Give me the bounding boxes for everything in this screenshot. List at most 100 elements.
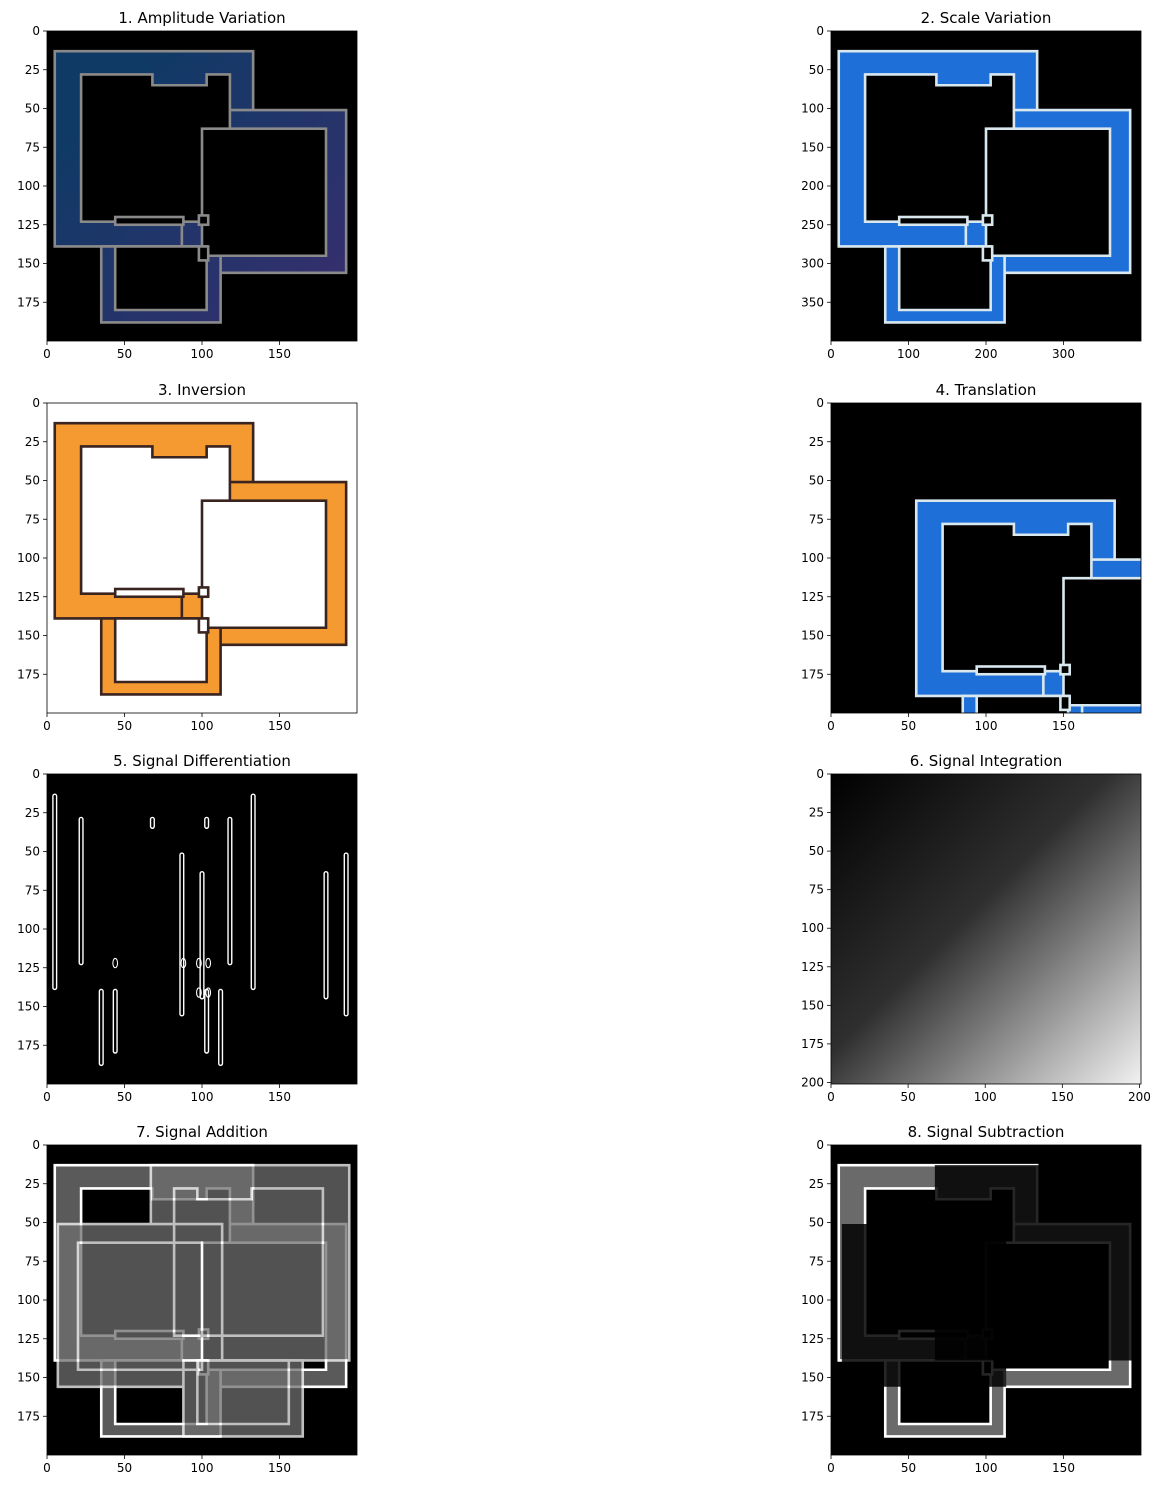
x-tick-label: 200 <box>975 347 998 361</box>
y-tick-label: 125 <box>17 218 40 232</box>
y-tick-label: 0 <box>32 24 40 38</box>
y-tick-label: 175 <box>801 1037 824 1051</box>
axes-3: 0 50 100 150 0 25 50 75 100 125 150 175 3. Inversion <box>17 381 358 733</box>
image-panel-4 <box>831 403 1141 713</box>
y-tick-label: 50 <box>809 844 824 858</box>
y-tick-label: 25 <box>25 435 40 449</box>
y-tick-label: 300 <box>801 257 824 271</box>
y-tick-label: 50 <box>25 102 40 116</box>
y-tick-label: 25 <box>809 435 824 449</box>
edge-dot <box>196 987 202 998</box>
edge-line <box>78 816 84 966</box>
y-tick-label: 50 <box>809 474 824 488</box>
x-tick-label: 200 <box>1128 1090 1151 1104</box>
y-tick-label: 25 <box>25 63 40 77</box>
edge-line <box>149 816 155 829</box>
room-innerC <box>975 694 1070 713</box>
y-tick-label: 150 <box>17 257 40 271</box>
y-tick-label: 100 <box>801 102 824 116</box>
y-tick-label: 175 <box>17 667 40 681</box>
image-panel-7 <box>47 1145 357 1455</box>
edge-dot <box>205 957 212 969</box>
x-tick-label: 50 <box>901 719 916 733</box>
y-tick-label: 75 <box>25 1254 40 1268</box>
y-tick-label: 175 <box>801 667 824 681</box>
x-tick-label: 150 <box>1052 1461 1075 1475</box>
y-tick-label: 25 <box>25 806 40 820</box>
x-tick-label: 150 <box>268 1461 291 1475</box>
axes-8: 0 50 100 150 0 25 50 75 100 125 150 175 8. Signal Su… <box>801 1123 1142 1475</box>
subtract-outerB <box>841 1224 1007 1387</box>
x-tick-label: 150 <box>268 1090 291 1104</box>
y-tick-label: 150 <box>801 998 824 1012</box>
y-tick-label: 100 <box>17 551 40 565</box>
y-tick-label: 150 <box>17 629 40 643</box>
y-tick-label: 25 <box>25 1177 40 1191</box>
y-tick-label: 75 <box>25 512 40 526</box>
edge-dot <box>112 957 119 969</box>
y-tick-label: 0 <box>816 396 824 410</box>
y-tick-label: 50 <box>809 1216 824 1230</box>
y-tick-label: 175 <box>801 1409 824 1423</box>
image-panel-3 <box>47 403 357 713</box>
x-tick-label: 150 <box>1052 719 1075 733</box>
axes-7: 0 50 100 150 0 25 50 75 100 125 150 175 7. Signal Ad… <box>17 1123 358 1475</box>
y-tick-label: 175 <box>17 295 40 309</box>
y-tick-label: 50 <box>25 1216 40 1230</box>
panel-title: 6. Signal Integration <box>910 752 1063 770</box>
image-panel-6 <box>831 774 1141 1084</box>
axes-4: 0 50 100 150 0 25 50 75 100 125 150 175 4. Translati… <box>801 381 1142 733</box>
y-tick-label: 100 <box>17 179 40 193</box>
y-tick-label: 0 <box>32 1138 40 1152</box>
axes-frame <box>830 773 1142 1085</box>
x-tick-label: 150 <box>268 347 291 361</box>
x-tick-label: 150 <box>1051 1090 1074 1104</box>
x-tick-label: 100 <box>897 347 920 361</box>
edge-line <box>112 988 118 1054</box>
y-tick-label: 75 <box>809 883 824 897</box>
y-tick-label: 75 <box>809 1254 824 1268</box>
edge-line <box>323 870 329 1000</box>
room-innerC <box>897 245 992 312</box>
y-tick-label: 100 <box>17 922 40 936</box>
edge-line <box>199 870 205 1000</box>
x-tick-label: 100 <box>191 347 214 361</box>
x-tick-label: 50 <box>901 1461 916 1475</box>
y-tick-label: 50 <box>25 474 40 488</box>
panel-title: 7. Signal Addition <box>136 1123 268 1141</box>
x-tick-label: 0 <box>43 1461 51 1475</box>
x-tick-label: 100 <box>975 719 998 733</box>
edge-line <box>250 793 256 991</box>
x-tick-label: 100 <box>974 1090 997 1104</box>
edge-line <box>227 816 233 966</box>
y-tick-label: 175 <box>17 1038 40 1052</box>
image-background <box>47 774 357 1084</box>
y-tick-label: 250 <box>801 218 824 232</box>
mirror-outerB <box>56 1222 224 1389</box>
x-tick-label: 0 <box>827 1090 835 1104</box>
y-tick-label: 125 <box>801 1332 824 1346</box>
panel-title: 2. Scale Variation <box>921 9 1052 27</box>
x-tick-label: 0 <box>827 347 835 361</box>
x-tick-label: 50 <box>117 347 132 361</box>
x-tick-label: 100 <box>191 1090 214 1104</box>
panel-title: 4. Translation <box>936 381 1037 399</box>
x-tick-label: 100 <box>191 1461 214 1475</box>
edge-line <box>52 793 58 991</box>
edge-line <box>204 816 210 829</box>
edge-dot <box>180 957 187 969</box>
room-innerC <box>113 245 208 312</box>
y-tick-label: 75 <box>25 883 40 897</box>
x-tick-label: 100 <box>975 1461 998 1475</box>
panel-title: 8. Signal Subtraction <box>908 1123 1065 1141</box>
image-panel-5 <box>47 774 357 1084</box>
edge-line <box>343 852 349 1017</box>
y-tick-label: 150 <box>17 1000 40 1014</box>
y-tick-label: 125 <box>801 960 824 974</box>
axes-2: 0 100 200 300 0 50 100 150 200 250 300 350 2. Scale … <box>801 9 1142 361</box>
x-tick-label: 0 <box>827 1461 835 1475</box>
x-tick-label: 50 <box>117 1461 132 1475</box>
y-tick-label: 0 <box>816 24 824 38</box>
axes-1: 0 50 100 150 0 25 50 75 100 125 150 175 1. Amplitude… <box>17 9 358 361</box>
